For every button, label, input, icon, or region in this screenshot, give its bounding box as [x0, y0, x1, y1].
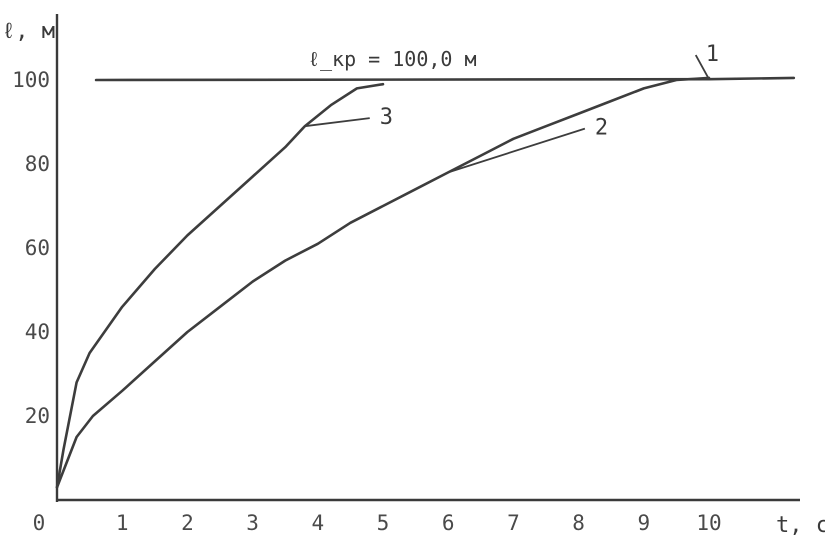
x-axis-label: t, су [776, 513, 825, 538]
x-tick-label: 8 [572, 511, 585, 535]
x-tick-label: 3 [246, 511, 259, 535]
series-line-2 [55, 76, 711, 489]
y-tick-label: 40 [25, 320, 50, 344]
curve-label-3: 3 [380, 105, 393, 130]
series-lines [55, 76, 796, 489]
y-tick-labels: 20 40 60 80 100 [12, 68, 50, 428]
x-tick-label: 10 [696, 511, 721, 535]
x-tick-label: 1 [116, 511, 129, 535]
x-tick-label: 6 [442, 511, 455, 535]
curve-label-2: 2 [595, 116, 608, 141]
y-tick-label: 20 [25, 404, 50, 428]
y-tick-label: 80 [25, 152, 50, 176]
y-tick-label: 100 [12, 68, 50, 92]
x-tick-label: 9 [637, 511, 650, 535]
critical-length-annotation: ℓ_кр = 100,0 м [308, 47, 477, 71]
leader-line-1 [694, 54, 710, 80]
y-tick-label: 60 [25, 236, 50, 260]
x-tick-label: 5 [377, 511, 390, 535]
x-tick-label: 2 [181, 511, 194, 535]
leader-line-2 [447, 127, 586, 174]
curve-label-1: 1 [706, 42, 719, 67]
x-tick-label: 0 [33, 511, 46, 535]
curve-labels: 1 2 3 [304, 42, 719, 174]
leader-line-3 [304, 117, 370, 128]
x-tick-label: 7 [507, 511, 520, 535]
x-tick-labels: 0 1 2 3 4 5 6 7 8 9 10 [33, 511, 722, 535]
x-tick-label: 4 [311, 511, 324, 535]
y-axis-label: ℓ, м [2, 19, 55, 44]
series-line-3 [55, 82, 385, 489]
